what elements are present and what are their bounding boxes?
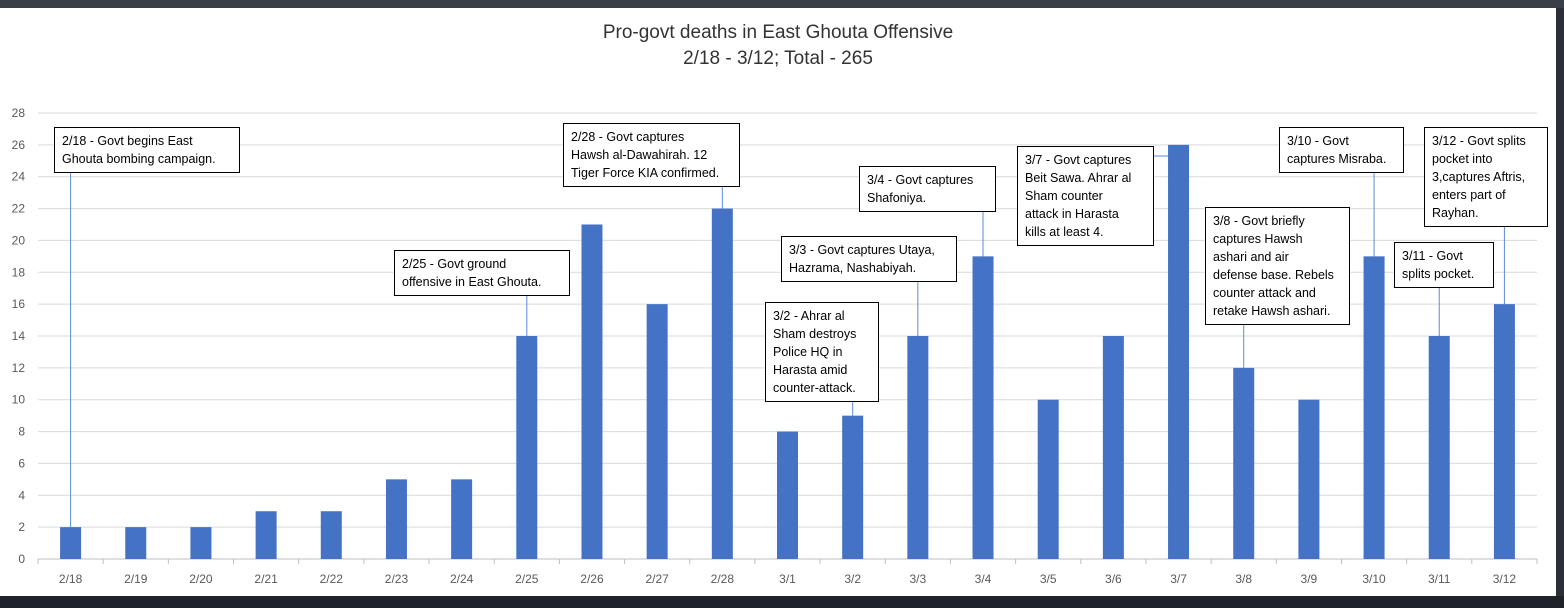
bar-2-20 — [190, 527, 212, 559]
bar-3-8 — [1233, 367, 1255, 559]
y-tick-label: 14 — [12, 329, 26, 343]
bar-3-6 — [1102, 336, 1124, 559]
y-tick-label: 12 — [12, 361, 26, 375]
y-tick-label: 10 — [12, 393, 26, 407]
annotation-3-8: 3/8 - Govt briefly captures Hawsh ashari… — [1205, 207, 1350, 325]
x-tick-label: 3/9 — [1301, 572, 1318, 586]
bar-2-18 — [60, 527, 82, 559]
bar-3-10 — [1363, 256, 1385, 559]
x-tick-label: 2/22 — [320, 572, 344, 586]
x-tick-label: 2/25 — [515, 572, 539, 586]
chart-title: Pro-govt deaths in East Ghouta Offensive — [602, 22, 954, 43]
window-bottom-strip — [0, 596, 1564, 608]
x-tick-label: 3/5 — [1040, 572, 1057, 586]
x-tick-label: 3/7 — [1170, 572, 1187, 586]
annotation-3-3: 3/3 - Govt captures Utaya, Hazrama, Nash… — [781, 236, 957, 282]
bar-2-22 — [320, 511, 342, 559]
bar-3-2 — [842, 415, 864, 559]
bar-3-5 — [1037, 399, 1059, 559]
annotation-3-2: 3/2 - Ahrar al Sham destroys Police HQ i… — [765, 302, 879, 402]
y-tick-label: 2 — [18, 520, 25, 534]
annotation-3-11: 3/11 - Govt splits pocket. — [1394, 242, 1494, 288]
x-tick-label: 2/18 — [59, 572, 83, 586]
x-tick-label: 2/20 — [189, 572, 213, 586]
bar-2-24 — [451, 479, 473, 559]
bar-3-11 — [1428, 336, 1450, 559]
annotation-2-28: 2/28 - Govt captures Hawsh al-Dawahirah.… — [563, 123, 740, 187]
bar-3-12 — [1493, 304, 1515, 559]
y-tick-label: 0 — [18, 552, 25, 566]
bar-2-19 — [125, 527, 147, 559]
x-tick-label: 3/8 — [1235, 572, 1252, 586]
y-tick-label: 18 — [12, 265, 26, 279]
y-tick-label: 28 — [12, 106, 26, 120]
window-right-edge — [1556, 8, 1564, 596]
y-tick-label: 22 — [12, 202, 26, 216]
bar-2-23 — [385, 479, 407, 559]
annotation-2-25: 2/25 - Govt ground offensive in East Gho… — [394, 250, 570, 296]
x-tick-label: 2/28 — [711, 572, 735, 586]
bar-3-3 — [907, 336, 929, 559]
annotation-3-4: 3/4 - Govt captures Shafoniya. — [859, 166, 996, 212]
x-tick-label: 2/27 — [645, 572, 669, 586]
bar-2-28 — [711, 208, 733, 560]
y-tick-label: 8 — [18, 425, 25, 439]
bar-2-21 — [255, 511, 277, 559]
x-tick-label: 2/21 — [254, 572, 278, 586]
y-tick-label: 24 — [12, 170, 26, 184]
x-tick-label: 3/2 — [844, 572, 861, 586]
annotation-3-10: 3/10 - Govt captures Misraba. — [1279, 127, 1404, 173]
x-tick-label: 3/12 — [1493, 572, 1517, 586]
y-tick-label: 16 — [12, 297, 26, 311]
x-tick-label: 3/3 — [910, 572, 927, 586]
y-tick-label: 20 — [12, 233, 26, 247]
bar-3-9 — [1298, 399, 1320, 559]
x-tick-label: 3/6 — [1105, 572, 1122, 586]
y-tick-label: 4 — [18, 488, 25, 502]
x-tick-label: 3/4 — [975, 572, 992, 586]
y-tick-label: 26 — [12, 138, 26, 152]
x-tick-label: 3/10 — [1362, 572, 1386, 586]
bar-3-7 — [1168, 144, 1190, 559]
annotation-3-12: 3/12 - Govt splits pocket into 3,capture… — [1424, 127, 1548, 227]
bar-2-27 — [646, 304, 668, 559]
x-tick-label: 3/11 — [1428, 572, 1451, 586]
chart-subtitle: 2/18 - 3/12; Total - 265 — [683, 48, 873, 69]
window-top-strip — [0, 0, 1564, 8]
bar-3-4 — [972, 256, 994, 559]
bar-3-1 — [777, 431, 798, 559]
annotation-2-18: 2/18 - Govt begins East Ghouta bombing c… — [54, 127, 240, 173]
x-tick-label: 2/26 — [580, 572, 604, 586]
x-tick-label: 2/24 — [450, 572, 474, 586]
bar-2-25 — [516, 336, 538, 559]
x-tick-label: 2/23 — [385, 572, 409, 586]
bar-2-26 — [581, 224, 603, 559]
annotation-3-7: 3/7 - Govt captures Beit Sawa. Ahrar al … — [1017, 146, 1154, 246]
y-tick-label: 6 — [18, 456, 25, 470]
x-tick-label: 3/1 — [779, 572, 796, 586]
x-tick-label: 2/19 — [124, 572, 148, 586]
